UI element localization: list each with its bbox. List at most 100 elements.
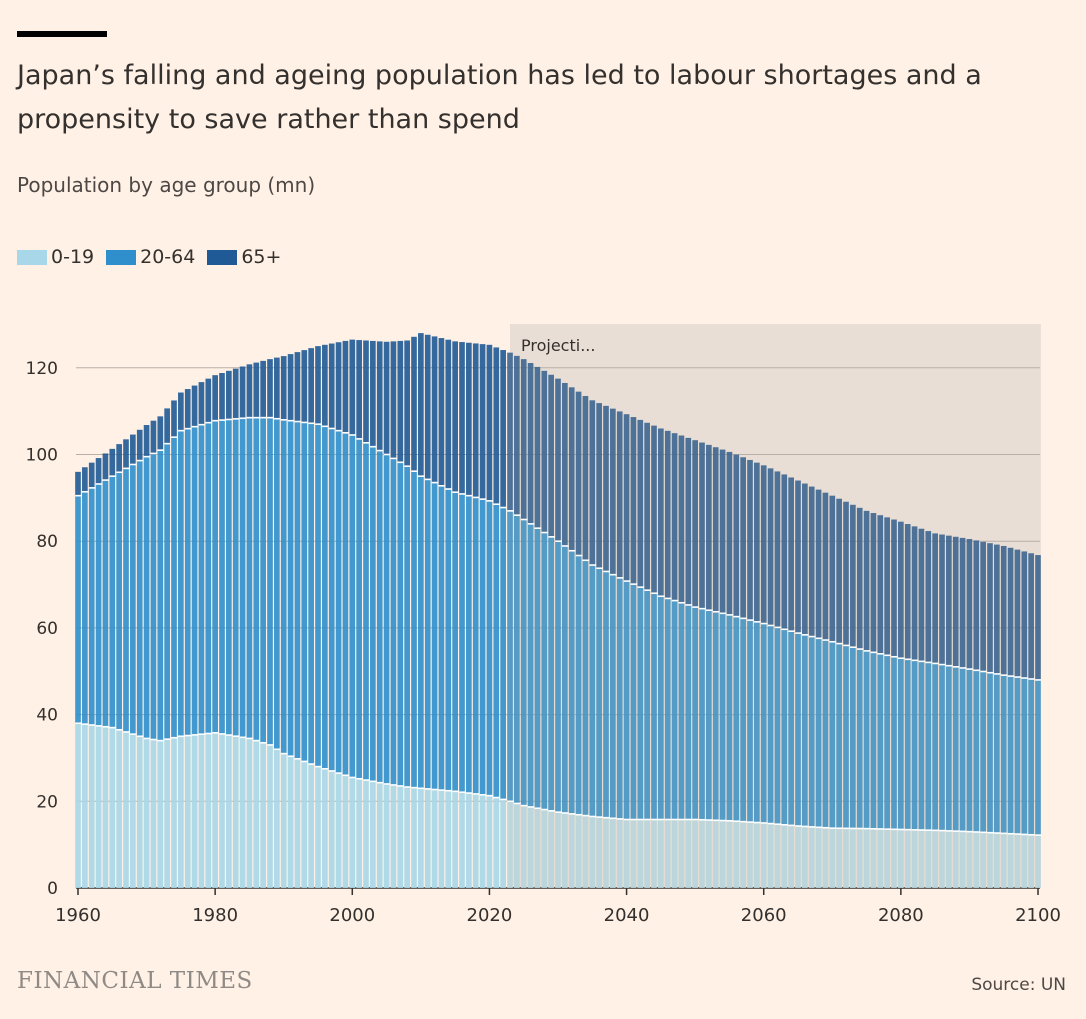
- boundary-0-19-2023: [507, 800, 515, 803]
- boundary-0-19-1980: [212, 732, 220, 734]
- bar-age-20-64-1975: [178, 430, 184, 737]
- bar-age-65-plus-2018: [472, 343, 479, 498]
- boundary-0-19-1986: [253, 739, 261, 742]
- bar-age-0-19-1996: [322, 768, 328, 888]
- bar-age-0-19-2024: [514, 803, 520, 888]
- bar-age-65-plus-1983: [232, 368, 239, 419]
- boundary-20-64-1968: [130, 463, 138, 466]
- bar-age-0-19-2028: [541, 809, 548, 888]
- boundary-20-64-2092: [980, 670, 988, 673]
- boundary-20-64-2066: [802, 634, 810, 636]
- bar-age-65-plus-2051: [699, 442, 705, 609]
- boundary-20-64-2005: [383, 453, 391, 456]
- bar-age-65-plus-1977: [191, 385, 198, 427]
- bar-age-20-64-2023: [507, 510, 513, 802]
- boundary-20-64-2083: [918, 660, 926, 663]
- boundary-0-19-1971: [150, 738, 158, 741]
- bar-age-65-plus-2081: [904, 524, 911, 660]
- bar-age-0-19-2057: [740, 821, 746, 888]
- bar-age-0-19-2053: [712, 820, 719, 888]
- bar-age-0-19-2034: [582, 815, 589, 888]
- bar-age-0-19-1967: [123, 731, 129, 888]
- boundary-0-19-1962: [88, 724, 96, 726]
- bar-age-65-plus-2053: [712, 447, 719, 612]
- bar-age-0-19-2010: [418, 788, 424, 888]
- bar-age-0-19-2013: [438, 790, 445, 888]
- boundary-20-64-2077: [877, 653, 885, 655]
- boundary-0-19-2012: [431, 788, 439, 791]
- bar-age-65-plus-1993: [301, 350, 308, 423]
- boundary-0-19-1985: [246, 737, 254, 740]
- bar-age-0-19-1965: [109, 727, 116, 889]
- boundary-0-19-2071: [836, 827, 844, 830]
- boundary-0-19-1972: [157, 739, 165, 742]
- boundary-0-19-2096: [1007, 832, 1015, 835]
- boundary-0-19-2091: [973, 831, 981, 833]
- boundary-0-19-2032: [568, 813, 576, 815]
- bar-age-20-64-2095: [1000, 675, 1007, 834]
- bar-age-20-64-2090: [966, 669, 973, 832]
- boundary-0-19-2000: [349, 776, 357, 779]
- boundary-20-64-1985: [246, 416, 254, 419]
- bar-age-20-64-2074: [856, 649, 863, 829]
- boundary-20-64-1999: [342, 432, 350, 434]
- bar-age-65-plus-2000: [349, 339, 356, 435]
- bar-age-65-plus-2044: [651, 425, 657, 594]
- boundary-20-64-2050: [692, 606, 700, 608]
- bar-age-20-64-2034: [582, 560, 589, 816]
- bar-age-0-19-1997: [328, 770, 335, 888]
- bar-age-65-plus-2003: [370, 340, 376, 447]
- bar-age-20-64-2097: [1014, 677, 1021, 835]
- chart-title: Japan’s falling and ageing population ha…: [17, 60, 982, 135]
- bar-age-20-64-2092: [980, 671, 986, 833]
- boundary-20-64-2014: [445, 488, 453, 490]
- boundary-0-19-1963: [95, 725, 103, 727]
- boundary-20-64-1964: [102, 479, 110, 481]
- bar-age-65-plus-2096: [1007, 547, 1014, 677]
- boundary-20-64-1986: [253, 416, 261, 419]
- bar-age-0-19-2005: [383, 783, 390, 888]
- bar-age-20-64-1971: [150, 453, 157, 740]
- boundary-20-64-2088: [952, 666, 960, 668]
- boundary-0-19-2049: [685, 818, 693, 821]
- bar-age-20-64-2058: [747, 620, 753, 823]
- y-tick-label-0: 0: [47, 879, 58, 899]
- boundary-0-19-2041: [630, 818, 638, 821]
- bar-age-0-19-1995: [315, 766, 321, 888]
- bar-age-20-64-2008: [404, 466, 410, 787]
- bar-age-20-64-2051: [699, 608, 705, 820]
- bar-age-65-plus-2008: [404, 340, 410, 467]
- bar-age-65-plus-1967: [123, 439, 129, 469]
- bar-age-0-19-2073: [850, 828, 856, 888]
- bar-age-0-19-1991: [287, 756, 294, 888]
- bar-age-20-64-2002: [363, 442, 369, 781]
- boundary-20-64-1973: [164, 442, 172, 445]
- boundary-0-19-2074: [856, 827, 864, 830]
- boundary-20-64-1976: [184, 427, 192, 430]
- bar-age-65-plus-2047: [671, 433, 678, 601]
- bar-age-20-64-2021: [493, 504, 500, 798]
- bar-age-65-plus-1987: [260, 360, 266, 418]
- bar-age-0-19-2018: [472, 793, 479, 888]
- bar-age-20-64-1989: [274, 418, 280, 750]
- bar-age-0-19-2045: [658, 819, 664, 888]
- boundary-0-19-2051: [699, 818, 707, 821]
- bar-age-0-19-2058: [747, 822, 753, 888]
- bar-age-20-64-2036: [596, 568, 602, 818]
- boundary-0-19-2081: [904, 828, 912, 831]
- bar-age-0-19-2022: [500, 799, 506, 888]
- bar-age-20-64-2013: [438, 485, 445, 791]
- bar-age-20-64-2015: [452, 492, 458, 792]
- boundary-0-19-2066: [802, 825, 810, 828]
- boundary-0-19-1977: [191, 734, 199, 736]
- bar-age-20-64-2014: [445, 489, 452, 791]
- bar-age-0-19-1972: [157, 740, 164, 888]
- x-tick-label-2100: 2100: [1015, 905, 1061, 926]
- boundary-0-19-1979: [205, 732, 213, 735]
- bar-age-0-19-2050: [692, 819, 698, 888]
- boundary-20-64-2052: [706, 609, 714, 612]
- bar-age-20-64-2077: [877, 653, 884, 829]
- bar-age-20-64-2024: [514, 515, 520, 804]
- boundary-20-64-2015: [452, 491, 460, 494]
- bar-age-65-plus-1995: [315, 346, 321, 425]
